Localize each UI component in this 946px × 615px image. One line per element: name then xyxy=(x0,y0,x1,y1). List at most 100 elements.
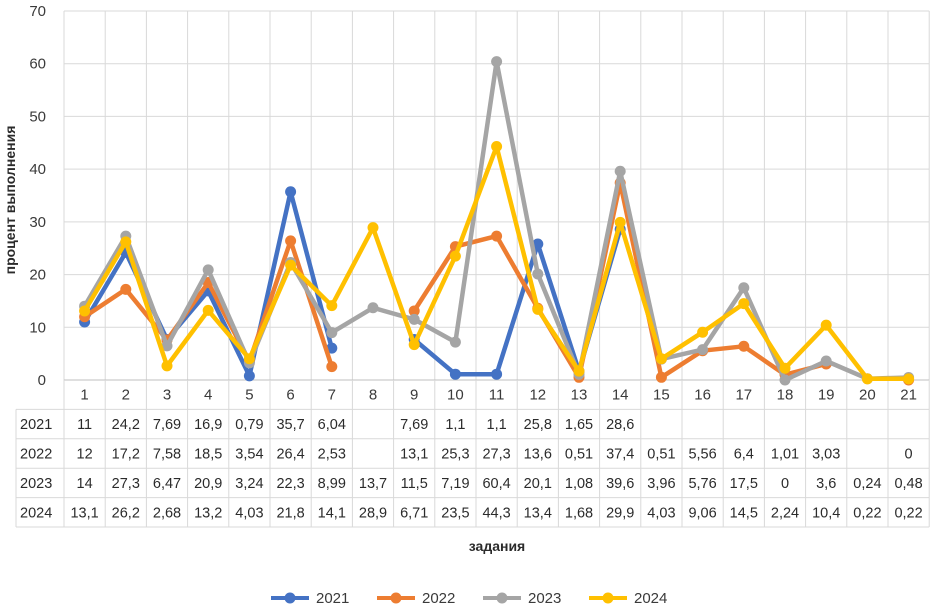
table-cell: 14,1 xyxy=(318,505,346,521)
legend-label: 2023 xyxy=(528,590,561,607)
x-tick-label: 20 xyxy=(859,387,876,404)
data-point-2023 xyxy=(697,344,709,356)
x-tick-label: 6 xyxy=(286,387,294,404)
table-cell: 0,22 xyxy=(894,505,922,521)
table-cell: 0,51 xyxy=(647,447,675,463)
data-point-2023 xyxy=(738,282,750,294)
table-cell: 24,2 xyxy=(112,417,140,433)
table-cell: 3,03 xyxy=(812,447,840,463)
table-cell: 11 xyxy=(77,417,92,433)
x-tick-label: 4 xyxy=(204,387,212,404)
series-line-2023 xyxy=(82,59,911,383)
table-cell: 35,7 xyxy=(276,417,304,433)
data-point-2024 xyxy=(779,362,791,374)
table-cell: 7,58 xyxy=(153,447,181,463)
data-point-2021 xyxy=(532,238,544,250)
legend-marker xyxy=(496,592,508,604)
table-cell: 1,1 xyxy=(445,417,465,433)
data-point-2024 xyxy=(820,319,832,331)
table-cell: 44,3 xyxy=(482,505,510,521)
data-point-2022 xyxy=(326,361,338,373)
x-tick-label: 13 xyxy=(571,387,588,404)
data-point-2024 xyxy=(243,353,255,365)
y-tick-label: 20 xyxy=(29,267,46,284)
table-cell: 16,9 xyxy=(194,417,222,433)
table-cell: 1,08 xyxy=(565,476,593,492)
table-cell: 0,24 xyxy=(853,476,881,492)
table-cell: 0,51 xyxy=(565,447,593,463)
data-point-2023 xyxy=(614,165,626,177)
table-cell: 13,1 xyxy=(400,447,428,463)
data-point-2024 xyxy=(367,222,379,234)
data-point-2024 xyxy=(449,250,461,262)
table-cell: 0 xyxy=(905,447,913,463)
table-cell: 1,68 xyxy=(565,505,593,521)
table-cell: 0,79 xyxy=(235,417,263,433)
data-point-2024 xyxy=(120,236,132,248)
table-cell: 28,6 xyxy=(606,417,634,433)
data-point-2023 xyxy=(449,336,461,348)
legend-item-2023: 2023 xyxy=(483,590,561,607)
data-point-2023 xyxy=(161,340,173,352)
y-tick-label: 50 xyxy=(29,108,46,125)
data-point-2023 xyxy=(202,264,214,276)
table-cell: 4,03 xyxy=(235,505,263,521)
table-cell: 21,8 xyxy=(276,505,304,521)
table-cell: 13,2 xyxy=(194,505,222,521)
data-point-2024 xyxy=(903,373,915,385)
data-point-2023 xyxy=(491,56,503,68)
data-point-2022 xyxy=(408,305,420,317)
y-tick-label: 60 xyxy=(29,56,46,73)
y-tick-label: 30 xyxy=(29,214,46,231)
data-point-2024 xyxy=(285,259,297,271)
table-cell: 0,48 xyxy=(894,476,922,492)
data-point-2024 xyxy=(79,305,91,317)
table-cell: 26,4 xyxy=(276,447,304,463)
x-tick-label: 8 xyxy=(369,387,377,404)
table-cell: 23,5 xyxy=(441,505,469,521)
series-lines xyxy=(79,56,915,386)
table-cell: 10,4 xyxy=(812,505,840,521)
legend-marker xyxy=(602,592,614,604)
y-tick-label: 0 xyxy=(38,372,46,389)
x-tick-label: 11 xyxy=(489,387,505,404)
legend-item-2024: 2024 xyxy=(589,590,667,607)
data-point-2021 xyxy=(243,370,255,382)
data-point-2024 xyxy=(614,216,626,228)
table-row-header: 2023 xyxy=(20,476,52,492)
table-cell: 11,5 xyxy=(401,476,428,492)
data-point-2024 xyxy=(202,304,214,316)
y-tick-label: 10 xyxy=(29,319,46,336)
table-cell: 37,4 xyxy=(606,447,634,463)
x-tick-label: 5 xyxy=(245,387,253,404)
data-point-2024 xyxy=(697,326,709,338)
table-cell: 2,24 xyxy=(771,505,799,521)
legend-label: 2022 xyxy=(422,590,455,607)
legend-label: 2024 xyxy=(634,590,667,607)
table-cell: 3,24 xyxy=(235,476,263,492)
table-cell: 7,69 xyxy=(400,417,428,433)
data-point-2024 xyxy=(861,373,873,385)
data-point-2024 xyxy=(491,140,503,152)
table-cell: 22,3 xyxy=(276,476,304,492)
table-cell: 13,7 xyxy=(359,476,387,492)
legend-marker xyxy=(390,592,402,604)
table-cell: 20,9 xyxy=(194,476,222,492)
table-cell: 20,1 xyxy=(524,476,552,492)
data-point-2023 xyxy=(367,302,379,314)
table-cell: 17,5 xyxy=(730,476,758,492)
table-cell: 5,56 xyxy=(688,447,716,463)
table-cell: 60,4 xyxy=(482,476,510,492)
x-tick-label: 10 xyxy=(447,387,464,404)
table-cell: 18,5 xyxy=(194,447,222,463)
legend-item-2021: 2021 xyxy=(271,590,349,607)
y-tick-label: 40 xyxy=(29,161,46,178)
legend-marker xyxy=(284,592,296,604)
table-cell: 8,99 xyxy=(318,476,346,492)
data-point-2022 xyxy=(120,283,132,295)
data-point-2024 xyxy=(738,298,750,310)
data-point-2024 xyxy=(655,353,667,365)
table-cell: 0,22 xyxy=(853,505,881,521)
